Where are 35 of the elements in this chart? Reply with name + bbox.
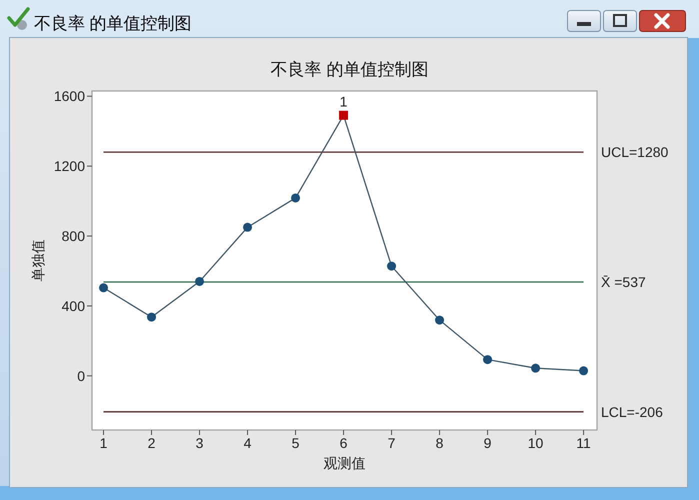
x-tick-label: 4 <box>244 435 252 451</box>
point <box>243 222 252 232</box>
chart-title: 不良率 的单值控制图 <box>270 60 428 79</box>
point <box>291 193 300 202</box>
point <box>339 110 348 120</box>
y-axis-title: 单独值 <box>30 240 46 282</box>
y-tick-label: 1200 <box>54 158 86 174</box>
x-tick-label: 5 <box>292 435 300 451</box>
text: 不良率 的单值控制图 <box>34 14 192 33</box>
x-tick-label: 10 <box>528 435 544 451</box>
x-tick-label: 7 <box>388 435 396 451</box>
x-axis-title: 观测值 <box>324 455 366 471</box>
point <box>387 262 396 271</box>
x-tick-label: 6 <box>340 435 348 451</box>
y-tick-label: 0 <box>77 368 86 384</box>
point <box>195 276 204 286</box>
x-tick-label: 3 <box>196 435 204 451</box>
y-tick-label: 800 <box>62 228 86 244</box>
point <box>579 366 588 376</box>
x-tick-label: 11 <box>576 435 592 451</box>
point <box>99 283 108 292</box>
y-tick-label: 1600 <box>54 88 86 104</box>
x-tick-label: 1 <box>100 435 108 451</box>
point <box>147 312 156 322</box>
ref-line-label: X̄ =537 <box>601 274 646 290</box>
x-tick-label: 9 <box>484 435 492 451</box>
point <box>531 364 540 373</box>
annotation: 1 <box>340 93 348 110</box>
x-tick-label: 2 <box>148 435 156 451</box>
point <box>483 355 492 364</box>
ref-line-label: UCL=1280 <box>601 144 669 160</box>
ref-line-label: LCL=-206 <box>601 404 664 420</box>
y-tick-label: 400 <box>62 298 86 314</box>
x-tick-label: 8 <box>436 435 444 451</box>
point <box>435 316 444 325</box>
